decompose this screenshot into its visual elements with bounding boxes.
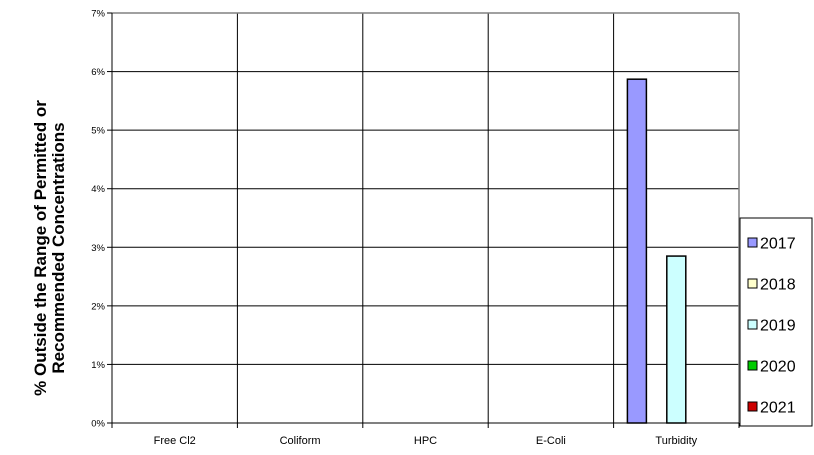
legend-swatch bbox=[747, 319, 758, 330]
y-axis-title-line-1: % Outside the Range of Permitted or bbox=[31, 100, 50, 396]
legend-label: 2021 bbox=[760, 400, 796, 417]
gridlines bbox=[112, 12, 739, 423]
y-tick-label: 1% bbox=[91, 360, 105, 371]
y-tick-labels: 0% 1% 2% 3% 4% 5% 6% 7% bbox=[91, 9, 105, 430]
x-tick-label: Coliform bbox=[280, 435, 321, 447]
bar bbox=[666, 255, 687, 424]
x-tick-labels: Free Cl2 Coliform HPC E-Coli Turbidity bbox=[154, 435, 698, 447]
legend-swatch bbox=[747, 237, 758, 248]
y-tick-label: 4% bbox=[91, 184, 105, 195]
y-tick-label: 0% bbox=[91, 419, 105, 430]
y-axis-title: % Outside the Range of Permitted or Reco… bbox=[31, 100, 68, 396]
x-tick-label: Free Cl2 bbox=[154, 435, 196, 447]
legend-label: 2019 bbox=[760, 318, 796, 335]
y-tick-label: 2% bbox=[91, 301, 105, 312]
x-tick-label: HPC bbox=[414, 435, 437, 447]
legend-swatch bbox=[747, 278, 758, 289]
bars bbox=[626, 78, 687, 424]
y-tick-label: 6% bbox=[91, 67, 105, 78]
y-tick-label: 3% bbox=[91, 243, 105, 254]
bar bbox=[626, 78, 648, 424]
y-tick-label: 5% bbox=[91, 126, 105, 137]
x-tick-label: E-Coli bbox=[536, 435, 566, 447]
axes bbox=[107, 12, 740, 428]
x-tick-label: Turbidity bbox=[655, 435, 697, 447]
legend-label: 2018 bbox=[760, 277, 796, 294]
legend-label: 2017 bbox=[760, 236, 796, 253]
legend: 2017 2018 2019 2020 2021 bbox=[739, 217, 813, 427]
legend-label: 2020 bbox=[760, 359, 796, 376]
y-tick-label: 7% bbox=[91, 9, 105, 20]
y-axis-title-line-2: Recommended Concentrations bbox=[49, 122, 68, 373]
legend-swatch bbox=[747, 401, 758, 412]
legend-swatch bbox=[747, 360, 758, 371]
